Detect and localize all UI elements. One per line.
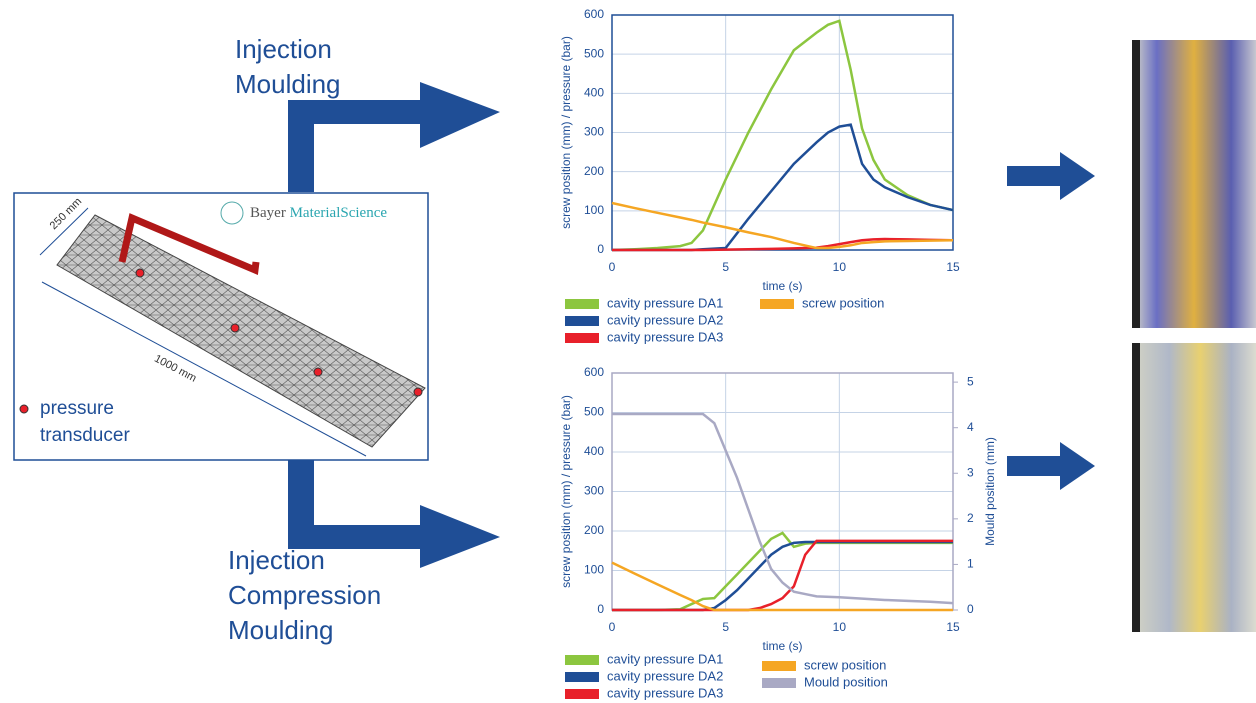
x-axis-label: time (s) — [763, 279, 803, 293]
photo — [1132, 40, 1256, 328]
y-tick-label: 600 — [584, 365, 604, 379]
y-tick-label: 200 — [584, 523, 604, 537]
legend-swatch — [760, 299, 794, 309]
legend-swatch — [565, 333, 599, 343]
y-tick-label: 500 — [584, 46, 604, 60]
x-tick-label: 5 — [722, 260, 729, 274]
marker-legend: pressure — [40, 398, 114, 419]
x-tick-label: 10 — [833, 260, 847, 274]
legend-swatch — [565, 316, 599, 326]
y-tick-label: 400 — [584, 86, 604, 100]
x-tick-label: 15 — [946, 260, 960, 274]
legend-swatch — [762, 661, 796, 671]
flow-label: Injection — [235, 34, 332, 64]
x-axis-label: time (s) — [763, 639, 803, 653]
x-tick-label: 10 — [833, 620, 847, 634]
logo: Bayer MaterialScience — [250, 205, 387, 221]
legend-label: cavity pressure DA1 — [607, 295, 723, 310]
legend-swatch — [565, 299, 599, 309]
legend-label: screw position — [804, 657, 886, 672]
x-tick-label: 0 — [609, 260, 616, 274]
series-line — [612, 125, 953, 250]
series-line — [612, 21, 953, 250]
slide: Injection Moulding Injection Compression… — [0, 0, 1256, 703]
y-tick-label: 100 — [584, 203, 604, 217]
y2-tick-label: 5 — [967, 374, 974, 388]
series-line — [612, 563, 953, 610]
y-tick-label: 100 — [584, 563, 604, 577]
flow-label: Injection — [228, 545, 325, 575]
y-tick-label: 400 — [584, 444, 604, 458]
legend-swatch — [565, 689, 599, 699]
y-tick-label: 0 — [597, 602, 604, 616]
x-tick-label: 5 — [722, 620, 729, 634]
series-line — [612, 414, 953, 603]
marker-legend: transducer — [40, 425, 130, 446]
y2-axis-label: Mould position (mm) — [983, 437, 997, 546]
photo — [1132, 343, 1256, 632]
logo-part: Bayer — [250, 205, 286, 221]
y-tick-label: 200 — [584, 164, 604, 178]
series-line — [612, 203, 953, 248]
y-axis-label: screw position (mm) / pressure (bar) — [559, 395, 573, 588]
y-tick-label: 0 — [597, 242, 604, 256]
y-tick-label: 500 — [584, 405, 604, 419]
x-tick-label: 15 — [946, 620, 960, 634]
legend-label: cavity pressure DA1 — [607, 651, 723, 666]
legend-label: cavity pressure DA2 — [607, 668, 723, 683]
flow-label: Moulding — [228, 615, 334, 645]
legend-label: screw position — [802, 295, 884, 310]
y2-tick-label: 3 — [967, 465, 974, 479]
logo-part: MaterialScience — [290, 205, 388, 221]
y-tick-label: 300 — [584, 125, 604, 139]
legend-swatch — [565, 655, 599, 665]
flow-label: Compression — [228, 580, 381, 610]
legend-swatch — [565, 672, 599, 682]
y2-tick-label: 1 — [967, 557, 974, 571]
y-axis-label: screw position (mm) / pressure (bar) — [559, 36, 573, 229]
flow-label: Moulding — [235, 69, 341, 99]
x-tick-label: 0 — [609, 620, 616, 634]
legend-swatch — [762, 678, 796, 688]
y-tick-label: 600 — [584, 7, 604, 21]
legend-label: cavity pressure DA2 — [607, 312, 723, 327]
legend-label: cavity pressure DA3 — [607, 329, 723, 344]
legend-label: cavity pressure DA3 — [607, 685, 723, 700]
logo-icon — [221, 202, 243, 224]
y2-tick-label: 2 — [967, 511, 974, 525]
legend-label: Mould position — [804, 674, 888, 689]
photo-edge — [1132, 40, 1140, 328]
y2-tick-label: 0 — [967, 602, 974, 616]
photo-edge — [1132, 343, 1140, 632]
y2-tick-label: 4 — [967, 420, 974, 434]
y-tick-label: 300 — [584, 484, 604, 498]
